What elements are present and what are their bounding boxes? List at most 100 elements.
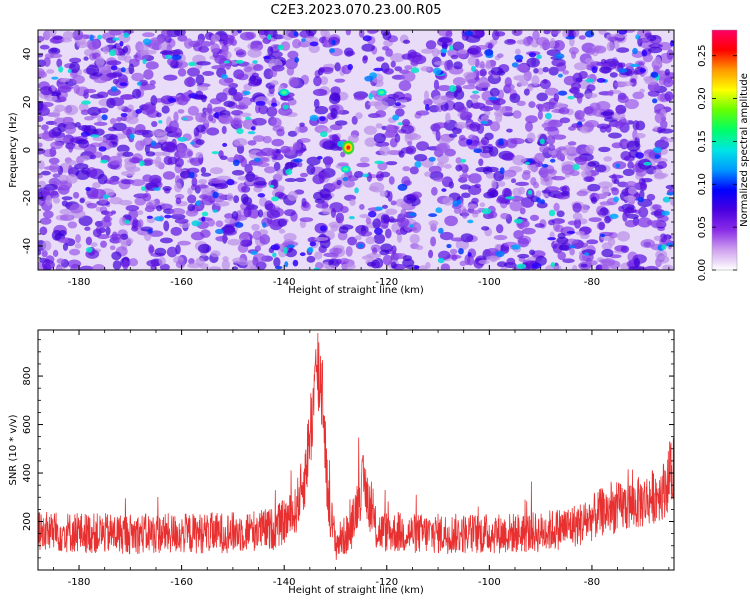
heatmap-cell [495,224,504,234]
heatmap-spot [541,163,549,168]
heatmap-spot [237,30,242,34]
heatmap-cell [187,105,199,116]
heatmap-cell [38,35,45,42]
heatmap-cell [166,246,178,258]
heatmap-cell [437,135,452,145]
heatmap-cell [400,147,414,154]
heatmap-cell [625,181,637,188]
heatmap-cell [573,218,582,229]
heatmap-spot [498,138,504,146]
heatmap-cell [38,100,44,112]
heatmap-cell [49,163,60,173]
heatmap-spot [467,219,474,224]
heatmap-cell [68,142,74,153]
heatmap-field [38,30,674,270]
heatmap-cell [658,128,674,134]
heatmap-cell [430,236,437,247]
heatmap-cell [72,75,85,84]
heatmap-cell [640,37,651,43]
heatmap-spot [299,252,306,257]
heatmap-peak [346,145,351,150]
heatmap-cell [497,180,506,187]
heatmap-cell [466,99,473,109]
heatmap-cell [268,85,275,95]
heatmap-spot [375,206,383,211]
heatmap-cell [521,227,536,235]
x-tick-label: -120 [375,577,398,588]
heatmap-cell [594,164,607,173]
heatmap-cell [617,94,629,104]
x-tick-label: -80 [584,277,600,288]
heatmap-cell [143,69,154,80]
heatmap-cell [478,82,491,89]
heatmap-cell [222,256,229,262]
heatmap-cell [368,101,382,107]
heatmap-cell [200,41,213,47]
heatmap-cell [106,60,122,66]
heatmap-spot [189,171,195,179]
heatmap-cell [185,208,199,217]
heatmap-cell [439,231,454,241]
heatmap-cell [404,65,413,71]
heatmap-cell [445,30,453,38]
heatmap-cell [353,94,366,101]
heatmap-cell [97,65,112,75]
heatmap-cell [520,197,535,208]
heatmap-cell [69,248,81,256]
heatmap-cell [144,144,150,154]
heatmap-cell [489,189,499,198]
heatmap-spot [440,48,448,54]
heatmap-cell [223,100,235,108]
heatmap-spot [618,30,628,35]
heatmap-cell [574,109,585,120]
heatmap-cell [249,75,257,82]
colorbar-tick-label: 0.05 [697,216,708,238]
heatmap-cell [480,136,490,146]
heatmap-spot [536,197,542,203]
heatmap-cell [287,130,298,137]
heatmap-cell [504,38,516,45]
heatmap-cell [278,228,286,234]
heatmap-cell [254,245,262,252]
heatmap-cell [143,158,154,164]
heatmap-cell [266,106,278,117]
heatmap-spot [374,227,383,235]
heatmap-cell [83,91,89,99]
heatmap-cell [45,30,57,38]
heatmap-cell [365,236,376,245]
heatmap-cell [653,235,662,241]
heatmap-spot [473,148,483,154]
heatmap-spot [142,58,147,65]
heatmap-cell [385,208,398,215]
heatmap-cell [120,115,128,122]
heatmap-spot [294,56,300,63]
heatmap-cell [583,176,595,183]
heatmap-cell [650,210,665,216]
heatmap-cell [334,120,348,126]
heatmap-cell [550,30,561,35]
heatmap-cell [239,112,252,118]
heatmap-cell [450,54,459,60]
heatmap-cell [230,119,244,125]
heatmap-cell [622,168,635,177]
heatmap-cell [395,229,403,235]
heatmap-cell [540,79,551,90]
heatmap-cell [126,166,141,173]
heatmap-spot [516,263,527,270]
heatmap-cell [557,251,566,261]
heatmap-cell [148,244,154,255]
heatmap-cell [548,66,559,76]
heatmap-cell [362,55,368,61]
heatmap-cell [122,46,129,54]
heatmap-cell [142,32,155,38]
heatmap-cell [400,208,407,216]
heatmap-cell [287,50,299,59]
heatmap-cell [189,157,203,167]
heatmap-spot [211,151,220,155]
heatmap-cell [56,266,66,270]
heatmap-spot [262,222,267,228]
heatmap-cell [92,182,101,189]
heatmap-cell [517,253,530,259]
heatmap-cell [385,161,398,166]
heatmap-cell [536,92,548,102]
